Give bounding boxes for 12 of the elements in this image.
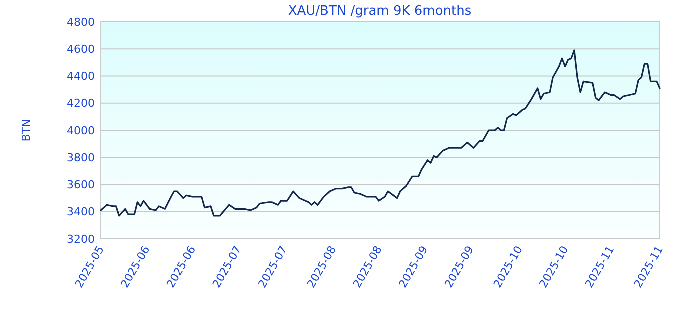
y-tick-label: 3800 (67, 151, 95, 164)
y-tick-label: 3600 (67, 178, 95, 192)
y-axis-title: BTN (20, 119, 33, 142)
y-tick-label: 4200 (67, 97, 95, 110)
y-tick-label: 4800 (67, 16, 95, 29)
y-tick-label: 3200 (67, 232, 95, 246)
y-tick-label: 4600 (67, 42, 95, 56)
y-tick-label: 4000 (67, 124, 95, 138)
y-tick-label: 3400 (67, 206, 95, 219)
chart-title: XAU/BTN /gram 9K 6months (288, 4, 472, 19)
line-series (100, 50, 661, 217)
y-tick-label: 4400 (67, 70, 95, 84)
